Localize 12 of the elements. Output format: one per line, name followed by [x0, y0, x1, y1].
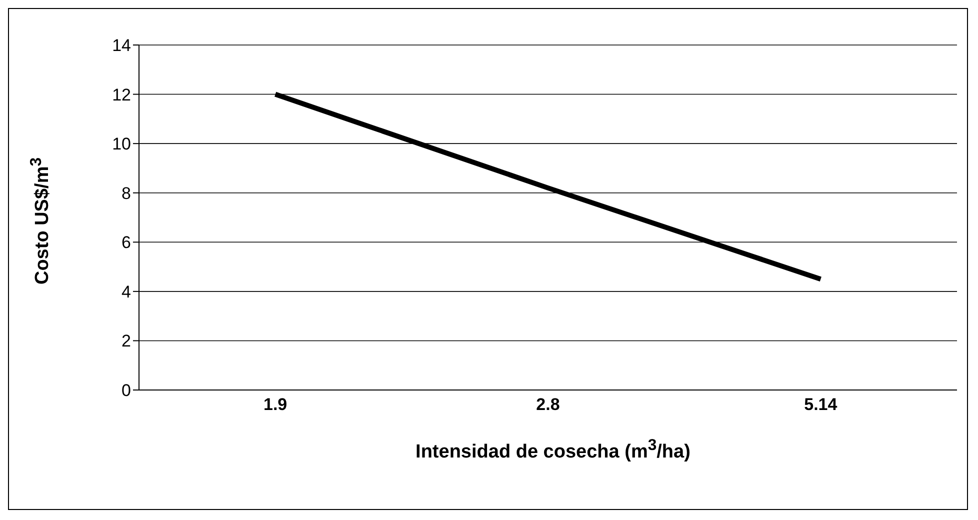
x-axis-title: Intensidad de cosecha (m$^{3}$/ha) [414, 437, 692, 464]
x-tick-label: 2.8 [536, 395, 560, 414]
y-tick-label: 8 [122, 184, 131, 203]
y-tick-label: 14 [112, 36, 131, 56]
y-tick-label: 6 [122, 233, 131, 252]
x-tick-label: 1.9 [264, 395, 288, 414]
y-tick-label: 0 [122, 381, 131, 400]
x-tick-label: 5.14 [804, 395, 838, 414]
y-tick-label: 12 [112, 85, 131, 104]
y-tick-label: 10 [112, 134, 131, 154]
y-tick-label: 2 [122, 332, 131, 351]
y-tick-label: 4 [122, 282, 131, 302]
